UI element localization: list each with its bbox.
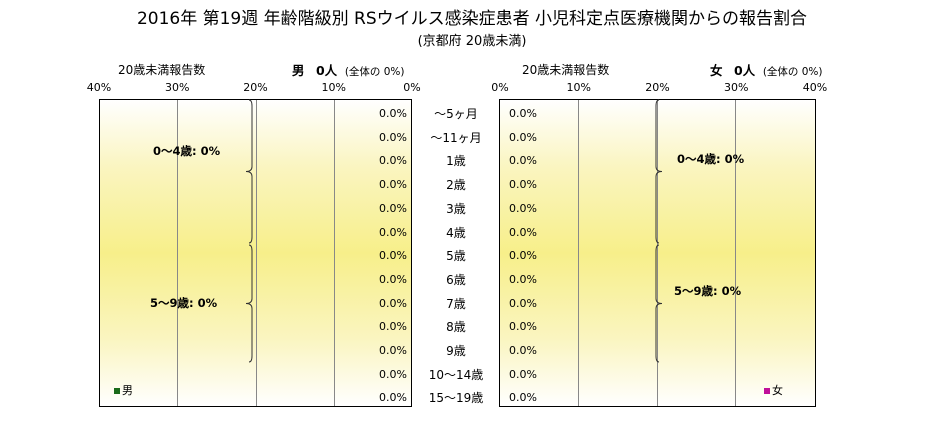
female-sex-label: 女 <box>710 63 723 78</box>
male-sex-label: 男 <box>292 63 305 78</box>
female-data-label: 0.0% <box>509 391 537 405</box>
male-data-label: 0.0% <box>379 391 407 405</box>
male-data-label: 0.0% <box>379 367 407 381</box>
female-data-label: 0.0% <box>509 320 537 334</box>
male-data-label: 0.0% <box>379 296 407 310</box>
female-gridline <box>735 100 737 406</box>
male-data-label: 0.0% <box>379 201 407 215</box>
female-group-label: 0～4歳: 0% <box>677 152 745 166</box>
female-count: 0人 <box>733 63 756 78</box>
age-category-label: 7歳 <box>446 296 466 311</box>
female-data-label: 0.0% <box>509 272 537 286</box>
female-legend-label: 女 <box>772 384 783 397</box>
female-group-label: 5～9歳: 0% <box>674 284 742 298</box>
male-gridline <box>177 100 179 406</box>
age-category-label: ～5ヶ月 <box>434 107 478 121</box>
male-x-tick: 20% <box>243 81 268 94</box>
male-data-label: 0.0% <box>379 320 407 334</box>
chart-title: 2016年 第19週 年齢階級別 RSウイルス感染症患者 小児科定点医療機関から… <box>136 9 808 29</box>
female-data-label: 0.0% <box>509 225 537 239</box>
female-data-label: 0.0% <box>509 130 537 144</box>
female-data-label: 0.0% <box>509 344 537 357</box>
female-legend-swatch <box>764 388 770 394</box>
female-header: 女 0人 (全体の 0%) <box>710 60 823 79</box>
male-data-label: 0.0% <box>379 107 407 120</box>
female-gridline <box>577 100 579 406</box>
male-x-tick: 0% <box>403 81 421 94</box>
male-legend-swatch <box>114 388 120 394</box>
female-x-tick: 30% <box>724 81 749 94</box>
male-5-9-brace <box>245 244 253 363</box>
male-data-label: 0.0% <box>379 130 407 144</box>
female-share-note: (全体の 0%) <box>762 66 823 78</box>
age-category-label: 10～14歳 <box>428 367 484 382</box>
female-data-label: 0.0% <box>509 249 537 263</box>
male-data-label: 0.0% <box>379 249 407 263</box>
female-report-label: 20歳未満報告数 <box>522 63 610 77</box>
female-plot-area <box>499 99 816 407</box>
female-data-label: 0.0% <box>509 154 537 168</box>
age-category-label: 3歳 <box>446 201 466 216</box>
female-x-tick: 10% <box>566 81 591 94</box>
chart-subtitle: (京都府 20歳未満) <box>417 34 527 49</box>
male-gridline <box>333 100 335 406</box>
male-legend-label: 男 <box>122 384 133 397</box>
male-data-label: 0.0% <box>379 178 407 192</box>
female-x-tick: 40% <box>802 81 828 94</box>
male-group-label: 0～4歳: 0% <box>153 144 221 158</box>
female-data-label: 0.0% <box>509 178 537 192</box>
female-data-label: 0.0% <box>509 107 537 120</box>
male-legend: 男 <box>114 382 133 398</box>
age-category-label: 6歳 <box>446 272 466 287</box>
female-data-label: 0.0% <box>509 201 537 215</box>
female-gridline <box>656 100 658 406</box>
age-category-label: 1歳 <box>446 154 466 169</box>
female-x-tick: 0% <box>491 81 509 94</box>
age-category-label: 2歳 <box>446 178 466 193</box>
male-0-4-brace <box>245 99 253 244</box>
male-gridline <box>255 100 257 406</box>
male-group-label: 5～9歳: 0% <box>150 296 218 310</box>
male-data-label: 0.0% <box>379 154 407 168</box>
male-x-tick: 10% <box>321 81 346 94</box>
female-data-label: 0.0% <box>509 296 537 310</box>
age-category-label: 5歳 <box>446 249 466 264</box>
male-share-note: (全体の 0%) <box>344 66 405 78</box>
female-0-4-brace <box>655 99 663 244</box>
male-report-label: 20歳未満報告数 <box>118 63 206 77</box>
male-x-tick: 40% <box>86 81 112 94</box>
age-category-label: 9歳 <box>446 344 466 358</box>
age-category-label: ～11ヶ月 <box>430 130 482 145</box>
male-header: 男 0人 (全体の 0%) <box>292 60 405 79</box>
age-category-label: 8歳 <box>446 320 466 335</box>
age-category-label: 4歳 <box>446 225 466 240</box>
male-x-tick: 30% <box>165 81 190 94</box>
male-plot-area <box>99 99 412 407</box>
female-legend: 女 <box>764 382 783 398</box>
age-category-label: 15～19歳 <box>428 391 484 406</box>
female-x-tick: 20% <box>645 81 670 94</box>
male-data-label: 0.0% <box>379 272 407 286</box>
female-data-label: 0.0% <box>509 367 537 381</box>
male-data-label: 0.0% <box>379 225 407 239</box>
female-5-9-brace <box>655 244 663 363</box>
male-data-label: 0.0% <box>379 344 407 357</box>
male-count: 0人 <box>315 63 338 78</box>
